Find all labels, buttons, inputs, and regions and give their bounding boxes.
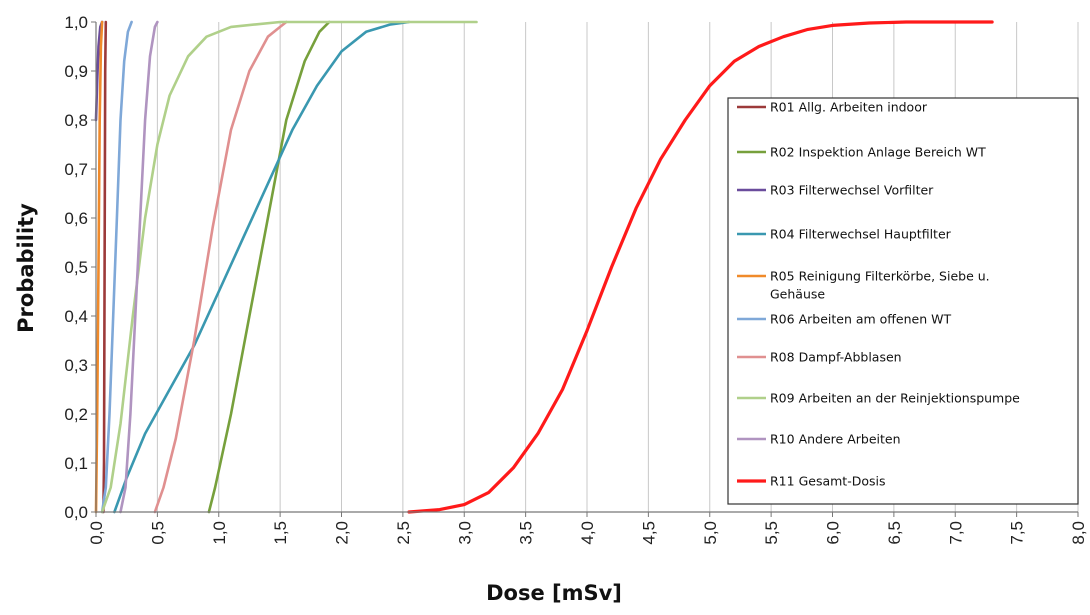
legend-label: R09 Arbeiten an der Reinjektionspumpe [770, 391, 1020, 406]
series-layer [94, 20, 994, 514]
y-tick-label: 0,1 [64, 454, 88, 473]
x-tick-label: 5,0 [701, 521, 720, 545]
x-tick-label: 1,5 [271, 521, 290, 545]
x-tick-label: 7,5 [1008, 521, 1027, 545]
series-line-5 [94, 20, 104, 514]
legend-label: R08 Dampf-Abblasen [770, 350, 902, 365]
legend-label: R06 Arbeiten am offenen WT [770, 312, 951, 327]
legend-label: R01 Allg. Arbeiten indoor [770, 100, 928, 115]
x-tick-label: 2,5 [394, 521, 413, 545]
series-line-7 [153, 20, 288, 514]
x-tick-labels: 0,0 0,5 1,0 1,5 2,0 2,5 3,0 3,5 4,0 4,5 5,0 5,5 6,0 6… [87, 521, 1088, 545]
y-tick-label: 0,6 [64, 209, 88, 228]
x-tick-label: 7,0 [946, 521, 965, 545]
y-tick-label: 1,0 [64, 13, 88, 32]
y-tick-label: 0,4 [64, 307, 88, 326]
y-tick-label: 0,8 [64, 111, 88, 130]
legend-box [727, 97, 1079, 505]
series-line-6 [100, 20, 133, 514]
x-tick-label: 6,5 [885, 521, 904, 545]
series-line-8 [100, 20, 478, 514]
series-line-4 [113, 20, 411, 514]
series-line-2 [207, 20, 331, 514]
x-axis-title: Dose [mSv] [486, 581, 622, 605]
x-tick-label: 5,5 [762, 521, 781, 545]
x-tick-label: 6,0 [824, 521, 843, 545]
x-tick-label: 3,0 [455, 521, 474, 545]
x-tick-label: 2,0 [333, 521, 352, 545]
legend-label: R05 Reinigung Filterkörbe, Siebe u. Gehäu… [770, 269, 990, 302]
x-tick-label: 1,0 [210, 521, 229, 545]
legend-label: R10 Andere Arbeiten [770, 432, 901, 447]
y-tick-label: 0,9 [64, 62, 88, 81]
x-tick-label: 8,0 [1069, 521, 1088, 545]
series-line-10 [407, 20, 994, 514]
legend-label: R02 Inspektion Anlage Bereich WT [770, 145, 986, 160]
series-line-9 [119, 20, 159, 514]
legend: R01 Allg. Arbeiten indoor R02 Inspektion … [727, 97, 1079, 505]
x-tick-label: 4,5 [639, 521, 658, 545]
y-axis-title: Probability [14, 203, 38, 333]
legend-label: R03 Filterwechsel Vorfilter [770, 183, 934, 198]
legend-label: R11 Gesamt-Dosis [770, 474, 885, 489]
y-tick-label: 0,7 [64, 160, 88, 179]
axes [91, 21, 1079, 517]
y-tick-labels: 0,0 0,1 0,2 0,3 0,4 0,5 0,6 0,7 0,8 0,9 1,0 [64, 13, 88, 522]
legend-label: R04 Filterwechsel Hauptfilter [770, 227, 952, 242]
y-tick-label: 0,3 [64, 356, 88, 375]
x-tick-label: 4,0 [578, 521, 597, 545]
y-tick-label: 0,0 [64, 503, 88, 522]
y-tick-label: 0,2 [64, 405, 88, 424]
y-tick-label: 0,5 [64, 258, 88, 277]
x-tick-label: 0,0 [87, 521, 106, 545]
x-tick-label: 0,5 [148, 521, 167, 545]
x-tick-label: 3,5 [517, 521, 536, 545]
series-line-1 [102, 20, 108, 514]
